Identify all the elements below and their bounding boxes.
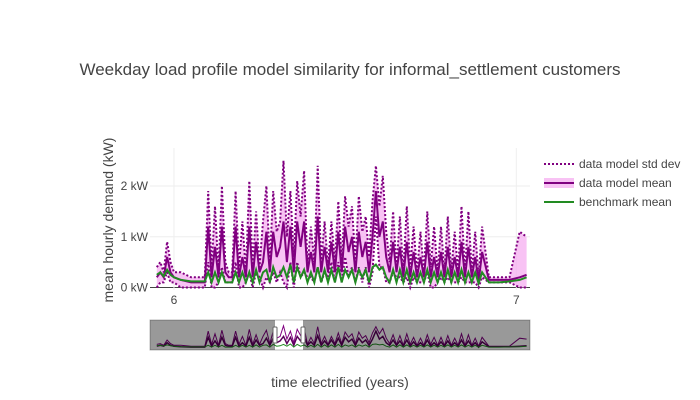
range-slider-handle-right[interactable]: [300, 326, 306, 344]
data-model-mean-line: [155, 191, 527, 284]
x-axis-title: time electrified (years): [271, 374, 409, 390]
y-tick-label: 0 kW: [121, 280, 149, 294]
y-tick-label: 2 kW: [121, 179, 149, 193]
std-dev-band: [156, 160, 527, 288]
y-axis-ticks: 0 kW 1 kW 2 kW: [121, 179, 149, 294]
range-slider-handle-left[interactable]: [272, 326, 278, 344]
x-tick-label: 7: [513, 293, 520, 307]
y-tick-label: 1 kW: [121, 230, 149, 244]
legend-item[interactable]: data model mean: [544, 176, 672, 190]
y-axis-title: mean hourly demand (kW): [100, 138, 116, 303]
range-slider-preview-benchmark: [156, 343, 527, 348]
range-slider-mask-right: [303, 320, 530, 350]
std-dev-upper-line: [155, 160, 528, 279]
x-tick-label: 6: [171, 293, 178, 307]
legend-label: benchmark mean: [579, 195, 672, 209]
legend-label: data model mean: [579, 176, 672, 190]
legend-item[interactable]: data model std dev: [544, 157, 680, 171]
legend-label: data model std dev: [579, 157, 680, 171]
plot-area[interactable]: [155, 160, 528, 291]
legend[interactable]: data model std dev data model mean benchma…: [544, 157, 680, 209]
range-slider-preview-stddev: [156, 323, 527, 348]
benchmark-mean-line: [156, 263, 527, 287]
range-slider-mask-left: [150, 320, 275, 350]
range-slider-preview-mean: [156, 329, 527, 349]
legend-item[interactable]: benchmark mean: [544, 195, 672, 209]
range-slider[interactable]: [149, 319, 531, 351]
range-slider-background: [149, 319, 531, 351]
chart-title: Weekday load profile model similarity fo…: [79, 60, 620, 79]
